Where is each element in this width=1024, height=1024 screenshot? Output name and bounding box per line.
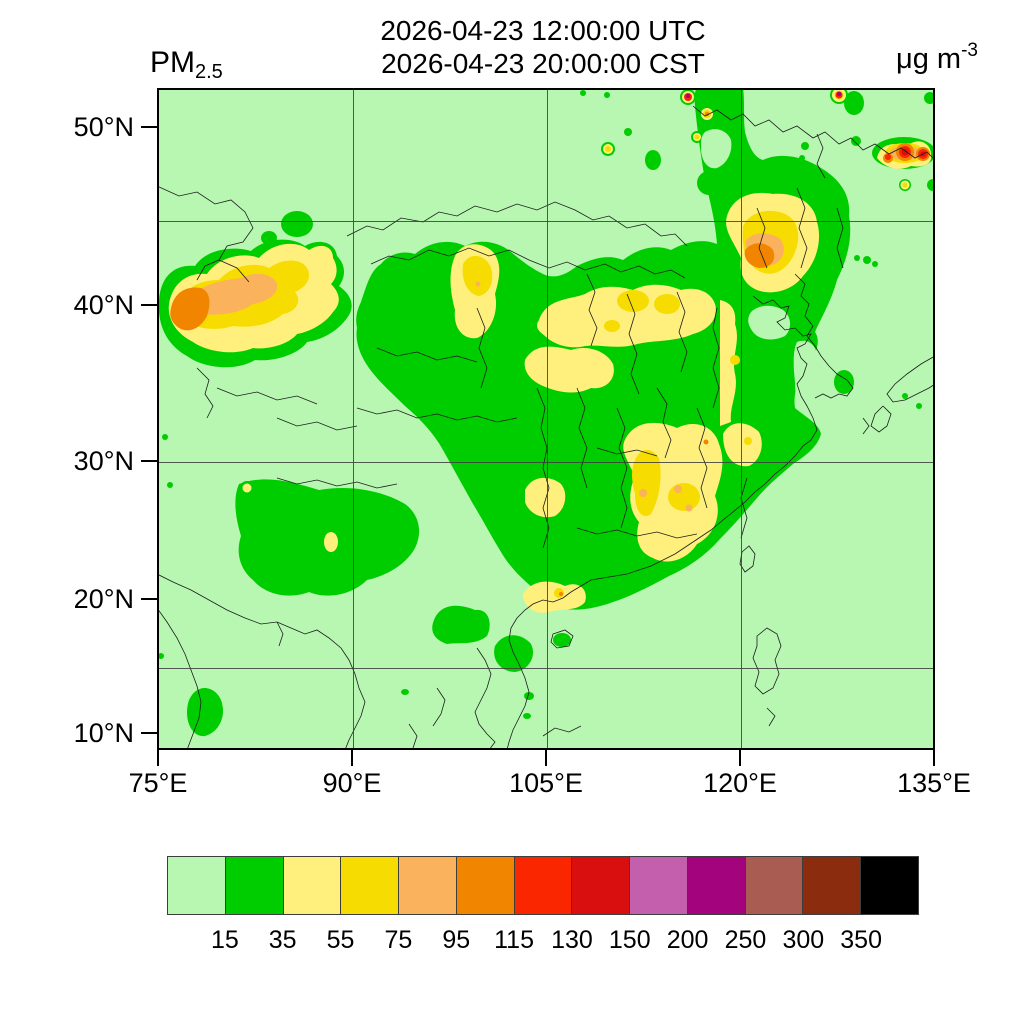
colorbar-level-label: 55 [326, 926, 355, 954]
coastlines-borders [159, 105, 933, 748]
colorbar-box-3 [340, 857, 399, 914]
colorbar-box-11 [802, 857, 861, 914]
units-label: μg m-3 [896, 40, 978, 75]
colorbar-box-5 [455, 857, 514, 914]
lat-tick-10°N [141, 732, 157, 734]
colorbar-level-label: 130 [551, 926, 593, 954]
colorbar-level-label: 350 [840, 926, 882, 954]
gridline-105°E [547, 90, 548, 748]
colorbar-level-label: 15 [210, 926, 239, 954]
lon-tick-90°E [351, 750, 353, 766]
colorbar-box-4 [398, 857, 456, 914]
colorbar-box-6 [513, 857, 572, 914]
colorbar [167, 856, 919, 915]
gridline-15°N [159, 668, 933, 669]
colorbar-box-12 [860, 857, 918, 914]
lon-label: 135°E [897, 768, 971, 798]
lat-tick-50°N [141, 126, 157, 128]
colorbar-level-label: 300 [782, 926, 825, 954]
gridline-120°E [741, 90, 742, 748]
colorbar-box-9 [686, 857, 745, 914]
lat-label: 40°N [73, 290, 134, 320]
plot-title: 2026-04-23 12:00:00 UTC 2026-04-23 20:00… [243, 14, 843, 80]
colorbar-level-label: 35 [268, 926, 297, 954]
lon-label: 90°E [322, 768, 382, 798]
colorbar-level-label: 75 [384, 926, 413, 954]
lat-tick-20°N [141, 598, 157, 600]
colorbar-box-7 [571, 857, 630, 914]
lat-tick-40°N [141, 304, 157, 306]
gridline-90°E [353, 90, 354, 748]
map-plot-area [157, 88, 935, 750]
colorbar-level-label: 250 [724, 926, 767, 954]
variable-subscript: 2.5 [195, 61, 223, 83]
lon-tick-135°E [933, 750, 935, 766]
lat-label: 30°N [73, 446, 134, 476]
pm25-contour-field [159, 90, 933, 748]
colorbar-level-label: 115 [494, 926, 534, 954]
lat-label: 10°N [73, 718, 134, 748]
lat-label: 50°N [73, 112, 134, 142]
units-exponent: -3 [961, 40, 978, 61]
title-cst: 2026-04-23 20:00:00 CST [381, 48, 705, 79]
colorbar-level-label: 150 [608, 926, 651, 954]
colorbar-box-8 [629, 857, 687, 914]
colorbar-level-label: 200 [666, 926, 709, 954]
lat-label: 20°N [73, 584, 134, 614]
title-utc: 2026-04-23 12:00:00 UTC [380, 15, 706, 46]
lat-tick-30°N [141, 460, 157, 462]
gridline-45°N [159, 221, 933, 222]
lon-label: 105°E [509, 768, 583, 798]
gridline-30°N [159, 462, 933, 463]
contour-pale-notches [701, 129, 818, 404]
contour-level-200-250 [686, 91, 842, 98]
colorbar-box-0 [168, 857, 225, 914]
colorbar-level-label: 95 [442, 926, 471, 954]
lon-label: 120°E [703, 768, 777, 798]
colorbar-box-1 [224, 857, 283, 914]
lon-label: 75°E [128, 768, 188, 798]
lon-tick-105°E [545, 750, 547, 766]
lon-tick-75°E [157, 750, 159, 766]
contour-level-130-150 [901, 148, 926, 157]
colorbar-box-10 [744, 857, 803, 914]
variable-label: PM2.5 [150, 46, 223, 83]
colorbar-box-2 [282, 857, 341, 914]
lon-tick-120°E [739, 750, 741, 766]
